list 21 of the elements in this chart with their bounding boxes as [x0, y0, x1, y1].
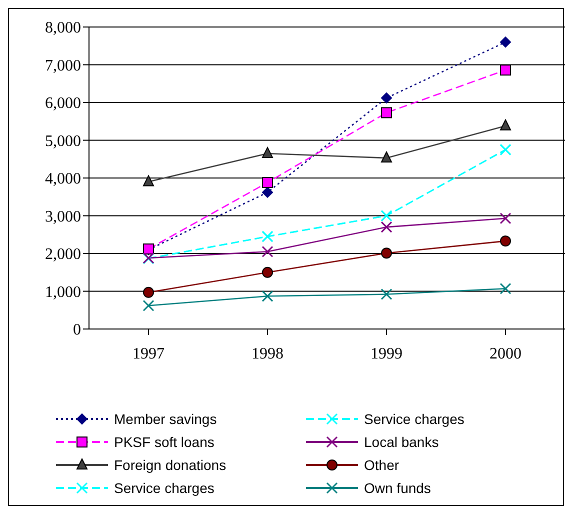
legend-label: Member savings	[114, 410, 217, 426]
y-tick-label: 8,000	[45, 20, 81, 37]
legend-label: Service charges	[364, 410, 464, 426]
legend-label: Own funds	[364, 480, 431, 496]
y-tick-label: 0	[73, 322, 81, 339]
y-tick-label: 3,000	[45, 208, 81, 226]
y-tick-label: 4,000	[45, 170, 81, 188]
legend-label: PKSF soft loans	[114, 434, 214, 450]
y-tick-label: 7,000	[45, 57, 81, 74]
legend-label: Service charges	[114, 480, 214, 496]
x-tick-label: 2000	[490, 345, 522, 362]
x-tick-label: 1998	[252, 345, 284, 362]
y-tick-label: 1,000	[45, 284, 81, 301]
x-tick-label: 1997	[132, 345, 164, 362]
y-tick-label: 6,000	[45, 95, 81, 112]
y-tick-label: 5,000	[45, 132, 81, 150]
legend-label: Foreign donations	[114, 456, 226, 472]
legend-label: Local banks	[364, 434, 439, 450]
y-tick-label: 2,000	[45, 246, 81, 264]
legend-label: Other	[364, 456, 400, 472]
x-tick-label: 1999	[370, 345, 402, 362]
